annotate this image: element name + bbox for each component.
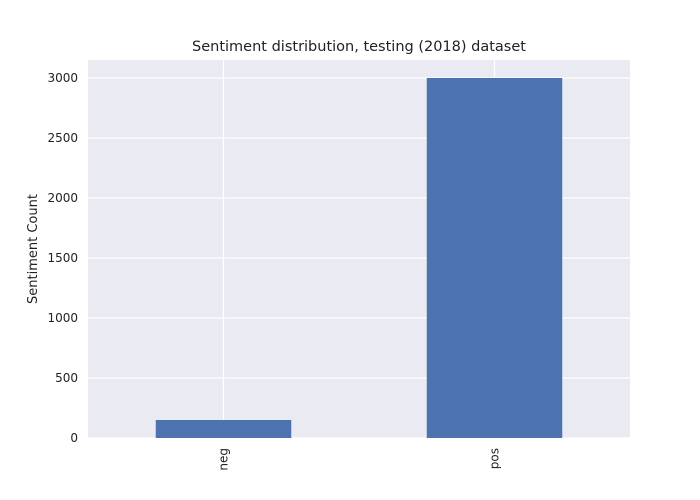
y-tick-label: 1500 [47, 251, 78, 265]
x-tick-label-neg: neg [217, 448, 231, 471]
bars [155, 78, 563, 438]
x-tick-label-pos: pos [488, 448, 502, 469]
y-axis-ticks: 0 500 1000 1500 2000 2500 3000 [47, 71, 78, 445]
chart-title: Sentiment distribution, testing (2018) d… [192, 39, 526, 55]
y-tick-label: 2500 [47, 131, 78, 145]
bar-pos [426, 78, 563, 438]
y-tick-label: 2000 [47, 191, 78, 205]
y-axis-label: Sentiment Count [26, 194, 41, 304]
y-tick-label: 1000 [47, 311, 78, 325]
y-tick-label: 0 [70, 431, 78, 445]
bar-neg [155, 420, 292, 438]
y-tick-label: 3000 [47, 71, 78, 85]
x-axis-ticks: neg pos [217, 448, 502, 471]
y-tick-label: 500 [55, 371, 78, 385]
